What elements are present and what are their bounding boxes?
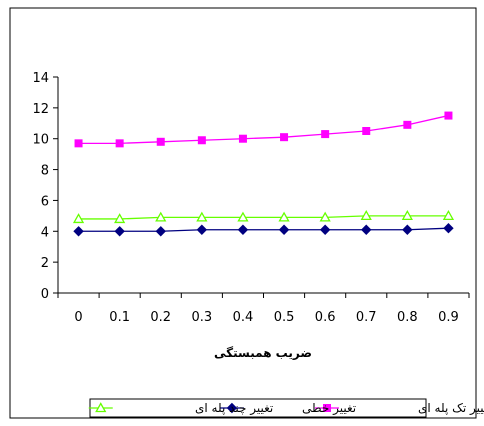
y-tick-label: 4 xyxy=(41,225,49,240)
y-tick-label: 2 xyxy=(41,256,49,271)
data-point xyxy=(278,224,290,235)
x-tick-label: 0.2 xyxy=(150,310,171,325)
x-axis: 0 0.1 0.2 0.3 0.4 0.5 0.6 0.7 0.8 0.9 xyxy=(57,292,470,325)
legend-label: تغییر تک پله ای xyxy=(418,401,484,416)
data-point xyxy=(444,111,453,120)
data-point xyxy=(74,139,83,148)
data-point xyxy=(362,127,371,135)
data-point xyxy=(321,130,330,139)
legend-marker xyxy=(226,402,238,414)
series-line xyxy=(78,114,449,144)
data-point xyxy=(278,211,290,222)
x-axis-title: ضریب همبستگی xyxy=(214,346,312,360)
data-point xyxy=(361,224,372,235)
series-line xyxy=(78,215,449,220)
data-point xyxy=(196,224,208,235)
legend-label: تغییر خطی xyxy=(302,401,356,416)
legend: تغییر تک پله ای تغییر خطی تغییر چند پله ای xyxy=(88,398,484,418)
data-point xyxy=(403,120,412,129)
data-point xyxy=(115,139,124,148)
data-point xyxy=(280,133,289,142)
legend-item-3: تغییر چند پله ای xyxy=(88,401,273,416)
series-line xyxy=(78,227,449,232)
x-tick-label: 0.7 xyxy=(356,310,377,325)
y-axis: 0 2 4 6 8 10 12 14 xyxy=(32,71,59,302)
data-point xyxy=(238,134,247,143)
legend-item-1: تغییر تک پله ای xyxy=(315,401,484,416)
data-point xyxy=(197,136,206,145)
data-point xyxy=(401,210,413,221)
x-tick-label: 0.8 xyxy=(397,310,418,325)
x-tick-label: 0.1 xyxy=(109,310,130,325)
legend-marker xyxy=(323,404,331,412)
data-point xyxy=(155,211,167,222)
data-point xyxy=(237,224,249,235)
x-tick-label: 0.5 xyxy=(274,310,295,325)
legend-item-2: تغییر خطی xyxy=(219,401,356,416)
data-point xyxy=(319,224,331,235)
y-tick-label: 10 xyxy=(32,133,49,148)
data-point xyxy=(196,211,208,222)
legend-label: تغییر چند پله ای xyxy=(195,401,273,416)
x-tick-label: 0 xyxy=(74,310,82,325)
data-point xyxy=(155,226,166,237)
series-2 xyxy=(73,222,454,237)
data-point xyxy=(156,137,165,146)
x-tick-label: 0.3 xyxy=(192,310,213,325)
x-tick-label: 0.9 xyxy=(438,310,459,325)
data-point xyxy=(114,213,126,224)
data-point xyxy=(360,210,372,221)
data-point xyxy=(72,213,85,224)
legend-marker xyxy=(95,402,107,413)
data-point xyxy=(402,224,413,235)
series-1 xyxy=(74,111,453,148)
data-point xyxy=(114,226,125,237)
y-tick-label: 12 xyxy=(32,102,49,117)
y-tick-label: 14 xyxy=(32,71,49,86)
data-point xyxy=(319,211,331,222)
x-tick-label: 0.4 xyxy=(233,310,254,325)
series-layer xyxy=(72,111,455,237)
x-tick-label: 0.6 xyxy=(315,310,336,325)
y-tick-label: 8 xyxy=(41,164,49,179)
data-point xyxy=(443,222,454,234)
data-point xyxy=(442,210,455,221)
series-3 xyxy=(72,210,455,224)
data-point xyxy=(73,226,84,237)
y-tick-label: 6 xyxy=(41,194,49,209)
data-point xyxy=(237,211,249,222)
y-tick-label: 0 xyxy=(41,287,49,302)
